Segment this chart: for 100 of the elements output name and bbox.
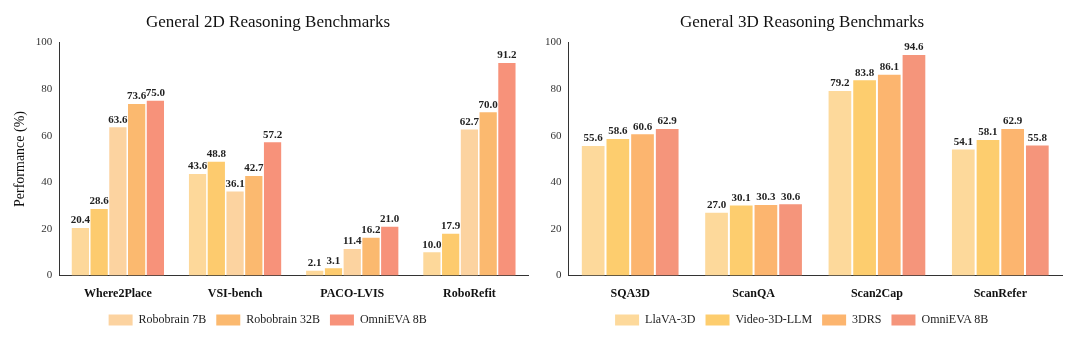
data-label: 20.4 <box>70 213 91 226</box>
y-tick-label: 40 <box>550 175 562 188</box>
data-label: 17.9 <box>441 219 461 232</box>
x-tick-label: Scan2Cap <box>850 285 904 300</box>
bar <box>498 62 516 276</box>
data-label: 70.0 <box>478 97 499 110</box>
data-label: 2.1 <box>307 256 322 269</box>
bar <box>207 161 225 276</box>
bar <box>754 204 778 276</box>
bar <box>976 140 1000 276</box>
y-tick-label: 0 <box>556 268 562 281</box>
data-label: 57.2 <box>262 127 283 140</box>
data-label: 27.0 <box>706 197 727 210</box>
bar <box>362 237 380 276</box>
bar <box>324 268 343 276</box>
bar <box>828 90 852 276</box>
y-tick-label: 20 <box>41 221 53 234</box>
data-label: 62.9 <box>1003 114 1023 127</box>
x-tick-label: ScanQA <box>732 285 776 300</box>
bar <box>705 212 728 276</box>
x-tick-label: SQA3D <box>610 285 651 300</box>
bar <box>779 204 802 276</box>
legend-label: Video-3D-LLM <box>735 312 813 327</box>
bar <box>1025 145 1049 276</box>
data-label: 60.6 <box>632 119 653 132</box>
bar <box>460 129 479 276</box>
x-tick-label: VSI-bench <box>207 285 263 300</box>
legend-label: OmniEVA 8B <box>359 312 427 327</box>
y-tick-label: 100 <box>35 35 53 48</box>
data-label: 63.6 <box>108 112 129 125</box>
y-tick-label: 60 <box>41 128 53 141</box>
data-label: 58.1 <box>978 125 998 138</box>
legend-label: OmniEVA 8B <box>921 312 989 327</box>
bar <box>226 191 244 276</box>
bar <box>245 176 263 276</box>
data-label: 11.4 <box>342 234 363 247</box>
bar <box>631 134 654 276</box>
data-label: 73.6 <box>127 89 147 102</box>
y-tick-label: 80 <box>41 81 53 94</box>
bar <box>951 149 975 276</box>
bar <box>853 80 876 276</box>
legend-label: Robobrain 32B <box>246 312 320 327</box>
bar <box>188 173 207 276</box>
bar <box>1001 128 1024 276</box>
y-tick-label: 80 <box>550 81 562 94</box>
chart-title: General 2D Reasoning Benchmarks <box>145 11 391 31</box>
bar <box>381 226 399 276</box>
data-label: 58.6 <box>608 124 628 137</box>
y-tick-label: 100 <box>545 35 562 48</box>
data-label: 55.6 <box>583 131 604 144</box>
bar <box>655 128 679 276</box>
data-label: 36.1 <box>225 176 245 189</box>
data-label: 48.8 <box>206 147 227 160</box>
y-tick-label: 20 <box>550 221 562 234</box>
data-label: 54.1 <box>953 134 973 147</box>
data-label: 62.9 <box>657 114 678 127</box>
x-tick-label: PACO-LVIS <box>320 285 385 300</box>
bar <box>146 100 165 276</box>
data-label: 94.6 <box>904 40 925 53</box>
x-tick-label: RoboRefit <box>443 285 496 300</box>
bar <box>581 145 605 276</box>
x-tick-label: ScanRefer <box>973 285 1028 300</box>
bar <box>128 103 146 276</box>
bar <box>343 249 361 276</box>
bar <box>423 252 441 276</box>
data-label: 91.2 <box>497 48 518 61</box>
data-label: 75.0 <box>145 86 166 99</box>
y-tick-label: 40 <box>41 175 53 188</box>
legend-label: Robobrain 7B <box>138 312 207 327</box>
data-label: 55.8 <box>1027 130 1048 143</box>
data-label: 83.8 <box>854 65 875 78</box>
bar <box>263 142 282 276</box>
data-label: 43.6 <box>187 159 208 172</box>
bar <box>729 205 753 276</box>
bar <box>902 54 926 276</box>
y-tick-label: 0 <box>46 268 53 281</box>
data-label: 28.6 <box>89 194 110 207</box>
bar <box>442 233 460 276</box>
bar <box>877 74 901 276</box>
data-label: 30.3 <box>756 190 777 203</box>
data-label: 30.6 <box>780 189 801 202</box>
bar <box>606 138 630 276</box>
bar <box>479 112 497 276</box>
data-label: 3.1 <box>326 253 341 266</box>
data-label: 30.1 <box>731 190 751 203</box>
data-label: 16.2 <box>361 223 382 236</box>
data-label: 79.2 <box>830 76 851 89</box>
bar <box>90 208 108 276</box>
data-label: 62.7 <box>459 114 480 127</box>
legend-label: LlaVA-3D <box>645 312 696 327</box>
y-tick-label: 60 <box>550 128 562 141</box>
x-tick-label: Where2Place <box>84 285 153 300</box>
data-label: 10.0 <box>422 237 443 250</box>
bar <box>71 228 90 276</box>
data-label: 86.1 <box>879 60 899 73</box>
bar <box>109 127 127 276</box>
y-axis-title: Performance (%) <box>12 110 29 208</box>
data-label: 21.0 <box>380 211 400 224</box>
chart-title: General 3D Reasoning Benchmarks <box>679 11 925 31</box>
legend-label: 3DRS <box>852 312 882 327</box>
